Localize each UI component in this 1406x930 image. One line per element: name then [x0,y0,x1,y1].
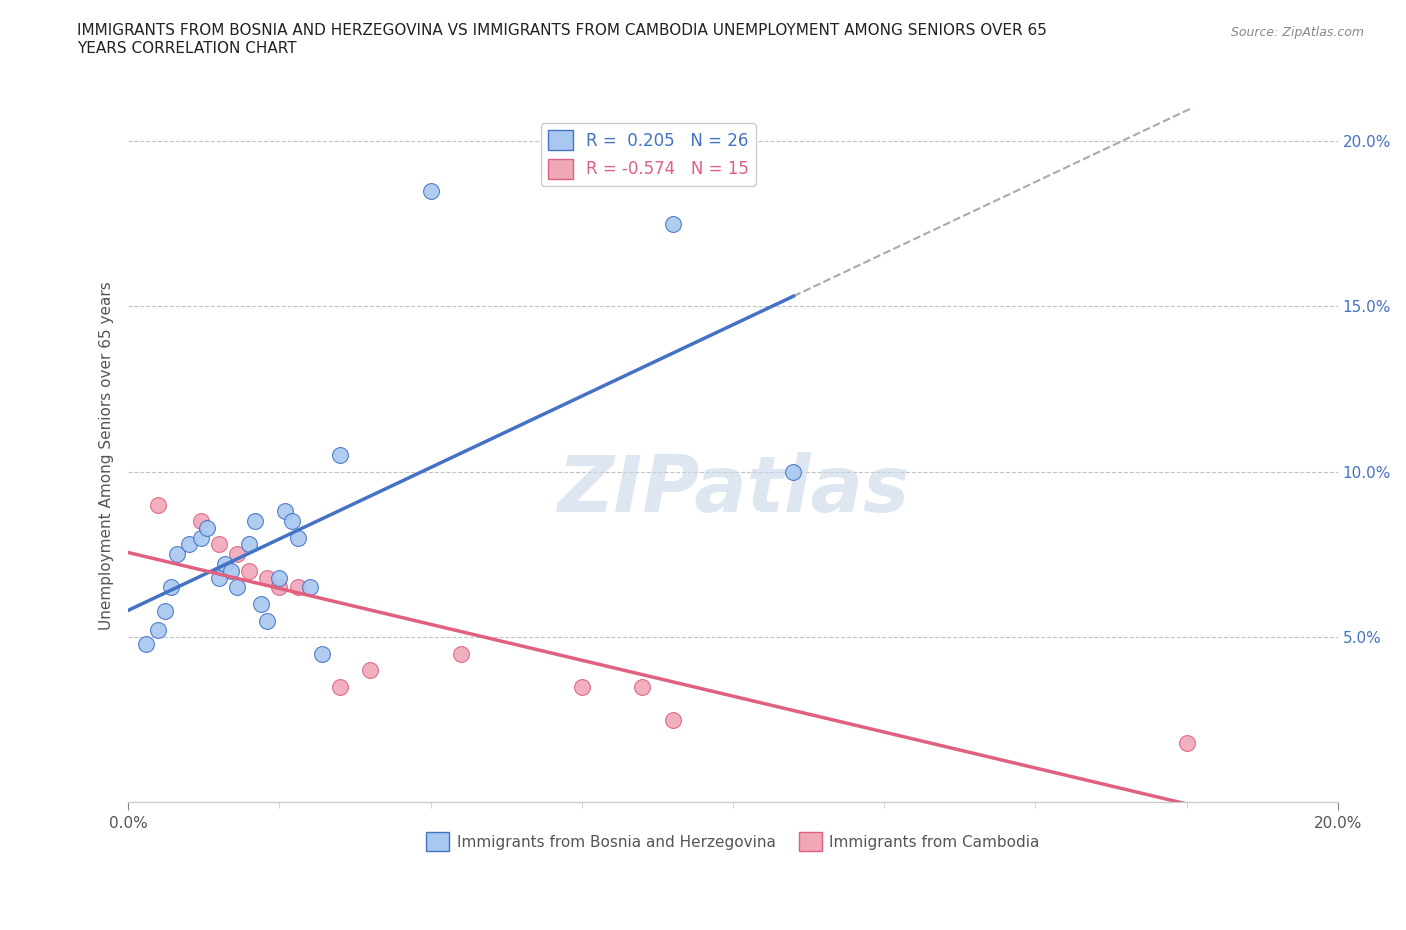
Point [208,537,231,551]
Point [190,514,212,529]
Point [195,521,218,536]
Point [274,504,297,519]
Point [214,557,236,572]
Point [287,580,309,595]
Text: IMMIGRANTS FROM BOSNIA AND HERZEGOVINA VS IMMIGRANTS FROM CAMBODIA UNEMPLOYMENT : IMMIGRANTS FROM BOSNIA AND HERZEGOVINA V… [77,23,1047,56]
Point [159,580,181,595]
Point [148,498,170,512]
Point [250,596,273,611]
Point [419,183,441,198]
Point [153,604,176,618]
Point [226,547,249,562]
Legend: Immigrants from Bosnia and Herzegovina, Immigrants from Cambodia: Immigrants from Bosnia and Herzegovina, … [420,827,1046,857]
Point [190,530,212,545]
Point [256,570,278,585]
Point [661,712,683,727]
Point [359,663,381,678]
Point [450,646,472,661]
Point [287,530,309,545]
Text: ZIPatlas: ZIPatlas [557,452,910,528]
Point [631,679,654,694]
Point [1175,736,1198,751]
Point [226,580,249,595]
Point [208,570,231,585]
Point [238,537,260,551]
Point [238,564,260,578]
Y-axis label: Unemployment Among Seniors over 65 years: Unemployment Among Seniors over 65 years [100,281,114,630]
Point [298,580,321,595]
Point [661,217,683,232]
Text: Source: ZipAtlas.com: Source: ZipAtlas.com [1230,26,1364,39]
Point [219,564,242,578]
Point [269,570,291,585]
Point [177,537,200,551]
Point [782,464,804,479]
Point [256,613,278,628]
Point [148,623,170,638]
Point [280,514,302,529]
Point [269,580,291,595]
Point [166,547,188,562]
Point [571,679,593,694]
Point [311,646,333,661]
Point [135,636,157,651]
Point [245,514,267,529]
Point [329,679,352,694]
Point [329,447,352,462]
